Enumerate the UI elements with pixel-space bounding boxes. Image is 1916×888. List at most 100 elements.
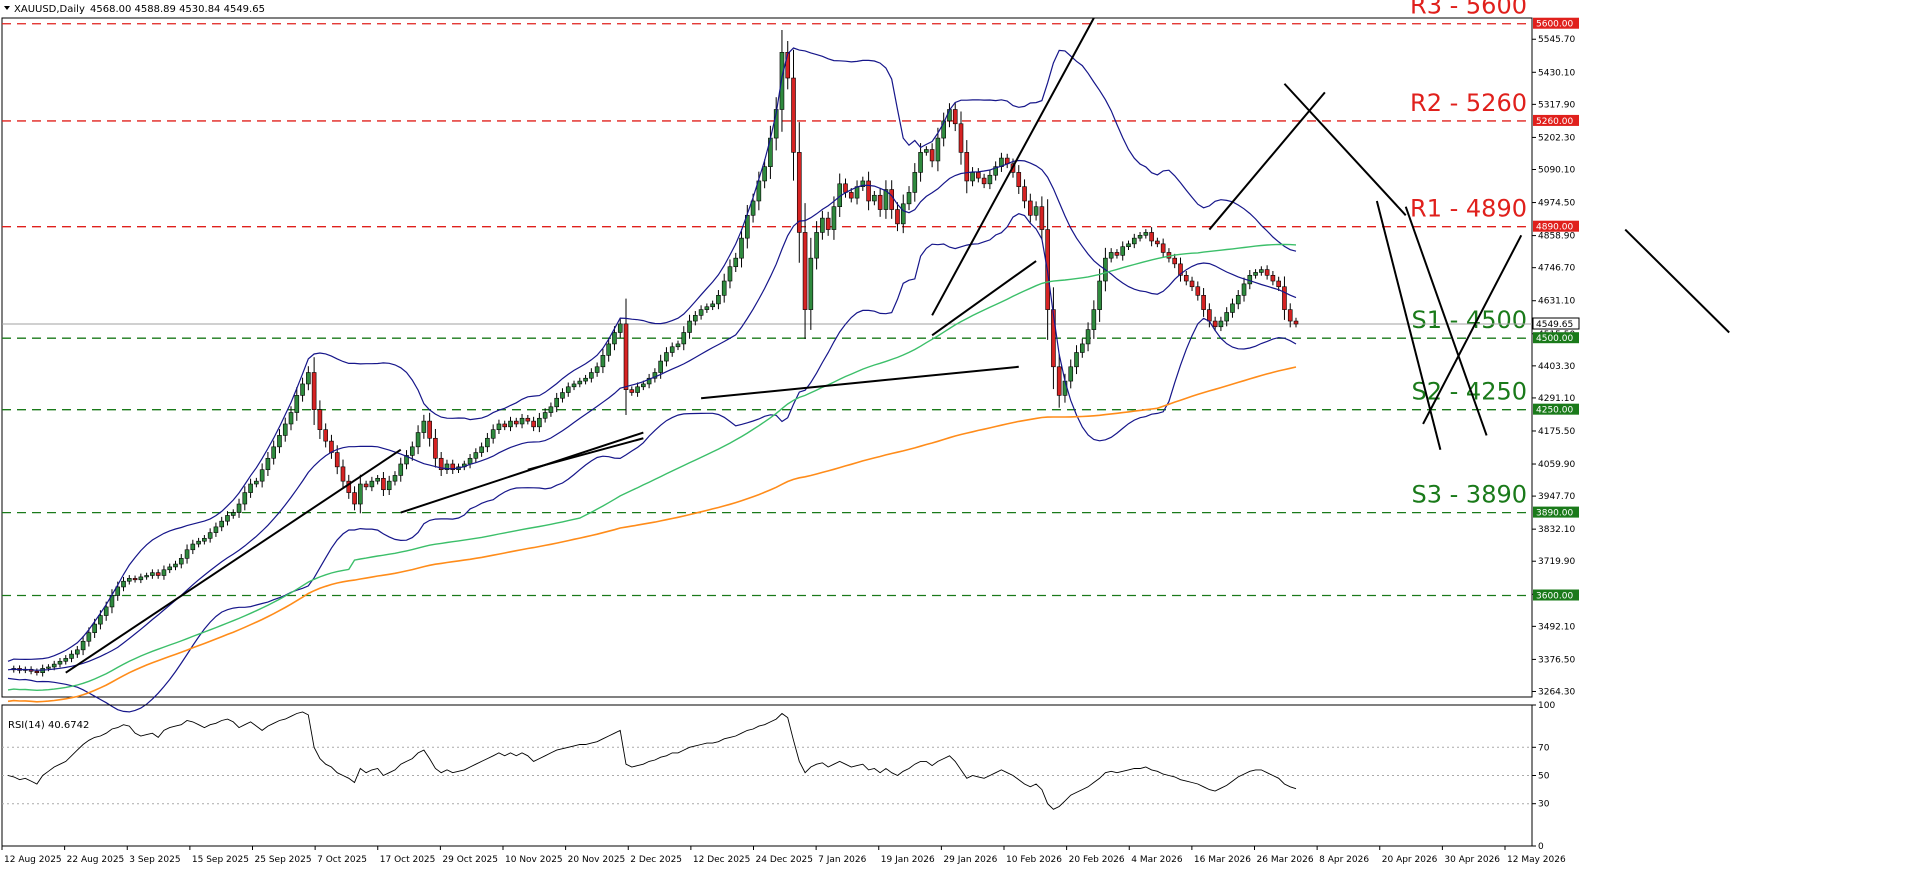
candle-body [404, 455, 409, 465]
y-tick-label: 4858.90 [1538, 232, 1575, 242]
candle-body [739, 237, 744, 259]
y-tick-label: 4175.50 [1538, 427, 1575, 437]
candle-body [652, 372, 658, 379]
bollinger-band-line [7, 47, 1297, 662]
candle-body [150, 572, 155, 576]
x-tick-label: 29 Oct 2025 [442, 855, 498, 865]
candle-body [438, 457, 444, 471]
level-price-tag [1533, 403, 1579, 415]
candle-body [952, 109, 958, 125]
candle-body [693, 315, 698, 322]
candle-body [791, 77, 796, 153]
candle-body [681, 332, 687, 345]
x-tick-label: 20 Nov 2025 [568, 855, 626, 865]
price-panel: 5545.70 5430.10 5317.90 5202.30 5090.10 4974.… [1, 0, 1730, 713]
candle-body [548, 406, 554, 413]
x-tick-label: 2 Dec 2025 [630, 855, 682, 865]
x-tick-label: 20 Apr 2026 [1382, 855, 1438, 865]
candle-body [398, 463, 404, 476]
x-tick-label: 17 Oct 2025 [380, 855, 436, 865]
y-tick-label: 4746.70 [1538, 264, 1575, 274]
candle-body [993, 166, 998, 176]
candle-body [375, 477, 380, 482]
y-tick-label: 3492.10 [1538, 622, 1575, 632]
candle-body [1201, 295, 1206, 310]
candle-body [727, 266, 733, 282]
candle-body [1218, 320, 1224, 328]
x-tick-label: 10 Nov 2025 [505, 855, 563, 865]
candle-body [981, 177, 987, 185]
x-tick-label: 12 Dec 2025 [693, 855, 751, 865]
candle-body [1074, 352, 1079, 368]
candle-body [872, 194, 877, 202]
current-price-tag-label: 4549.65 [1536, 320, 1573, 330]
x-tick-label: 7 Jan 2026 [818, 855, 866, 865]
candle-body [1207, 309, 1212, 322]
candle-body [698, 309, 704, 316]
candle-body [300, 383, 305, 396]
candle-body [918, 152, 923, 173]
x-tick-label: 12 May 2026 [1507, 855, 1566, 865]
candle-body [612, 332, 617, 345]
candle-body [323, 429, 328, 442]
trend-line [1404, 206, 1488, 436]
candle-body [987, 174, 993, 185]
candle-body [1149, 232, 1154, 242]
candle-body [1079, 343, 1085, 353]
candle-body [167, 566, 173, 571]
candle-body [970, 172, 975, 182]
candle-body [381, 477, 386, 491]
candle-body [675, 343, 681, 348]
candle-body [646, 377, 652, 385]
candle-body [542, 412, 548, 419]
candle-body [1195, 286, 1201, 296]
candle-body [912, 172, 918, 193]
candle-body [69, 653, 74, 659]
candle-body [1230, 303, 1235, 313]
candle-body [190, 543, 196, 551]
trend-line [1283, 83, 1407, 216]
candle-body [531, 420, 536, 428]
candle-body [103, 606, 109, 616]
x-tick-label: 4 Mar 2026 [1131, 855, 1183, 865]
candle-body [883, 189, 889, 210]
candle-body [311, 372, 317, 410]
trend-line [1208, 91, 1326, 231]
candle-body [126, 578, 132, 582]
candle-body [802, 232, 808, 310]
candle-body [1097, 280, 1102, 310]
candle-body [282, 423, 288, 436]
candle-body [1287, 309, 1293, 322]
level-label: S1 - 4500 [1412, 306, 1528, 334]
candle-body [242, 492, 248, 505]
candle-body [895, 209, 900, 225]
candle-body [294, 395, 300, 413]
candle-body [831, 206, 837, 230]
candle-body [687, 320, 692, 333]
candle-body [1276, 280, 1281, 288]
candle-body [225, 515, 230, 522]
candle-body [352, 492, 357, 505]
candle-body [1160, 243, 1166, 253]
trend-line [527, 437, 644, 471]
candle-body [710, 303, 715, 308]
candle-body [1126, 243, 1131, 248]
candle-body [236, 503, 242, 513]
x-tick-label: 7 Oct 2025 [317, 855, 367, 865]
candle-body [594, 366, 600, 373]
y-tick-label: 3719.90 [1538, 557, 1575, 567]
candle-body [467, 457, 473, 465]
candle-body [427, 420, 432, 439]
candle-body [496, 423, 502, 430]
x-tick-label: 15 Sep 2025 [192, 855, 249, 865]
ohlc-label: 4568.00 4588.89 4530.84 4549.65 [90, 4, 265, 15]
current-price-tag [1532, 317, 1580, 330]
candle-body [1039, 206, 1045, 230]
y-tick-label: 3376.50 [1538, 655, 1575, 665]
candle-body [623, 323, 629, 390]
collapse-triangle-icon[interactable] [4, 6, 10, 10]
level-price-tag [1533, 220, 1579, 232]
candle-body [1270, 275, 1276, 282]
candle-body [929, 149, 935, 162]
symbol-label: XAUUSD,Daily [14, 4, 85, 15]
